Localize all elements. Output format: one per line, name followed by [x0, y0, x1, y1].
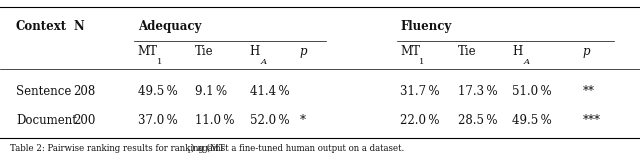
Text: 41.4 %: 41.4 %: [250, 85, 289, 97]
Text: A: A: [524, 58, 530, 66]
Text: 208: 208: [74, 85, 96, 97]
Text: N: N: [74, 20, 84, 33]
Text: p: p: [582, 45, 590, 58]
Text: 9.1 %: 9.1 %: [195, 85, 227, 97]
Text: 200: 200: [74, 114, 96, 127]
Text: 37.0 %: 37.0 %: [138, 114, 177, 127]
Text: 28.5 %: 28.5 %: [458, 114, 497, 127]
Text: A: A: [261, 58, 268, 66]
Text: 49.5 %: 49.5 %: [138, 85, 177, 97]
Text: MT: MT: [400, 45, 420, 58]
Text: 11.0 %: 11.0 %: [195, 114, 235, 127]
Text: 1: 1: [419, 58, 424, 66]
Text: **: **: [582, 85, 595, 97]
Text: Fluency: Fluency: [400, 20, 451, 33]
Text: 1: 1: [186, 149, 190, 154]
Text: 49.5 %: 49.5 %: [512, 114, 552, 127]
Text: 17.3 %: 17.3 %: [458, 85, 497, 97]
Text: Document: Document: [16, 114, 77, 127]
Text: 51.0 %: 51.0 %: [512, 85, 552, 97]
Text: H: H: [512, 45, 522, 58]
Text: Tie: Tie: [195, 45, 214, 58]
Text: p: p: [300, 45, 307, 58]
Text: 52.0 %: 52.0 %: [250, 114, 289, 127]
Text: Sentence: Sentence: [16, 85, 72, 97]
Text: H: H: [250, 45, 260, 58]
Text: Table 2: Pairwise ranking results for ranking (MT: Table 2: Pairwise ranking results for ra…: [10, 144, 224, 153]
Text: MT: MT: [138, 45, 157, 58]
Text: Tie: Tie: [458, 45, 476, 58]
Text: 22.0 %: 22.0 %: [400, 114, 440, 127]
Text: 31.7 %: 31.7 %: [400, 85, 440, 97]
Text: Context: Context: [16, 20, 67, 33]
Text: 1: 1: [157, 58, 162, 66]
Text: Adequacy: Adequacy: [138, 20, 201, 33]
Text: *: *: [300, 114, 305, 127]
Text: ***: ***: [582, 114, 600, 127]
Text: ) against a fine-tuned human output on a dataset.: ) against a fine-tuned human output on a…: [191, 144, 404, 153]
